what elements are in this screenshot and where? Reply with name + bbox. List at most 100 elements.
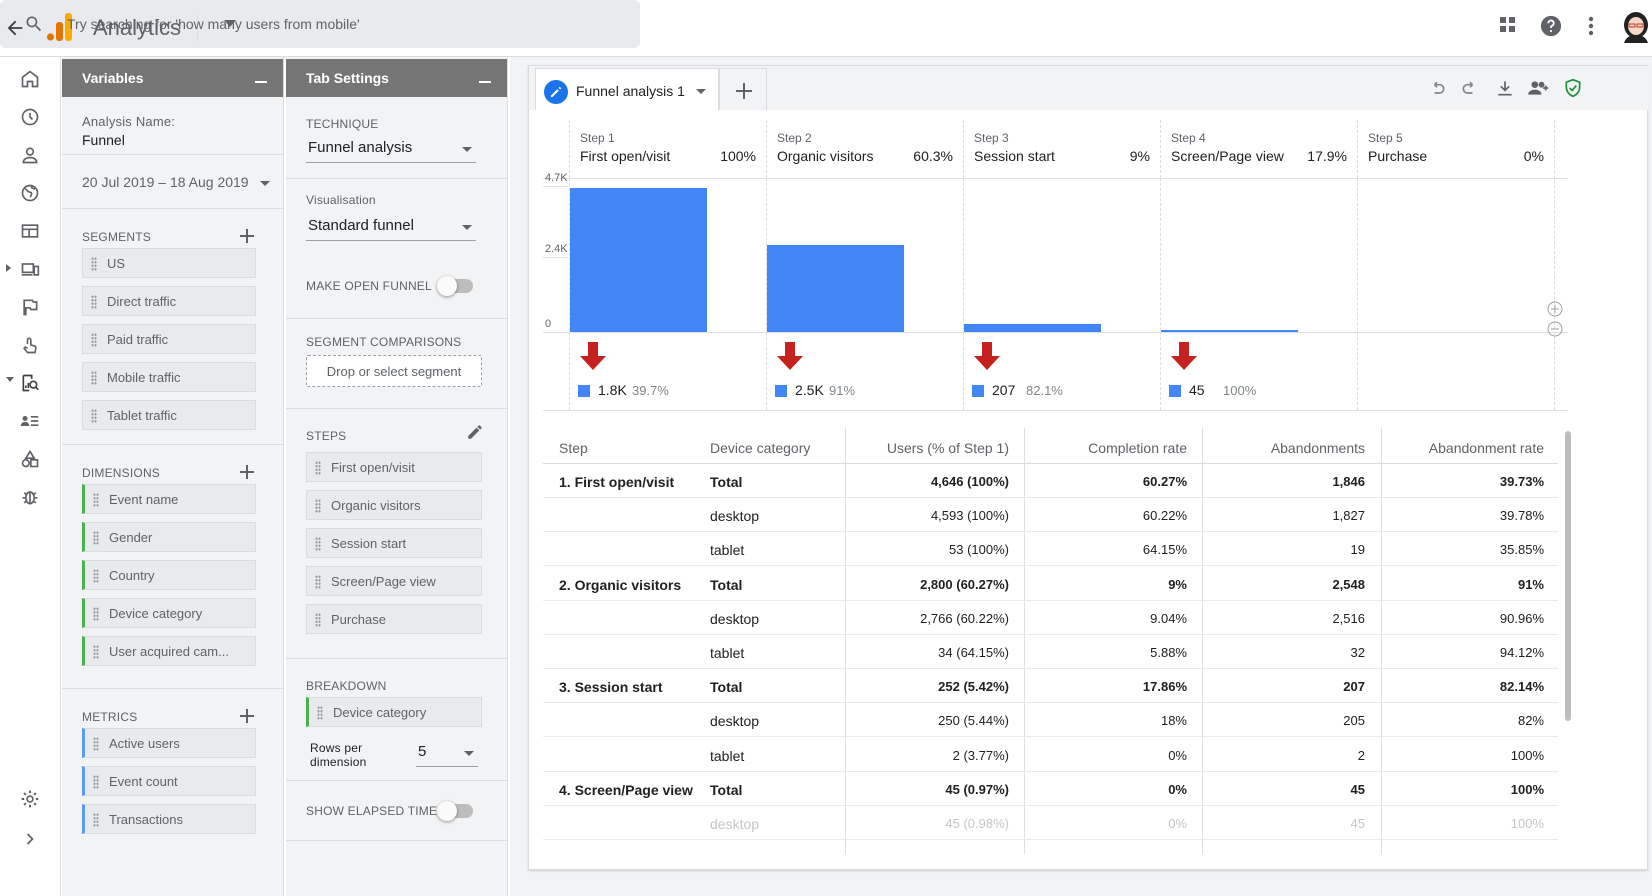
table-row[interactable]: tablet 53 (100%) 64.15% 19 35.85% [543,532,1558,567]
header-users[interactable]: Users (% of Step 1) [886,440,1009,456]
header-abandonment-rate[interactable]: Abandonment rate [1428,440,1544,456]
edit-steps-pencil-icon[interactable] [466,423,484,441]
funnel-bar[interactable] [767,245,904,332]
back-arrow-icon[interactable] [4,17,26,39]
visualisation-select[interactable]: Standard funnel [306,217,476,241]
segment-chip[interactable]: Tablet traffic [82,400,256,430]
funnel-bar[interactable] [570,187,707,332]
table-row[interactable]: tablet 34 (64.15%) 5.88% 32 94.12% [543,635,1558,669]
technique-select[interactable]: Funnel analysis [306,139,476,163]
tab-settings-panel: Tab Settings TECHNIQUE Funnel analysis V… [286,57,508,896]
table-scrollbar[interactable] [1565,431,1571,721]
table-row[interactable]: 2. Organic visitors Total 2,800 (60.27%) 9%… [543,567,1558,601]
zoom-in-icon[interactable] [1547,301,1563,317]
add-segment-icon[interactable] [240,229,254,243]
touch-icon[interactable] [20,335,40,355]
table-row[interactable]: 1. First open/visit Total 4,646 (100%) 60.2… [543,464,1558,498]
header-device-category[interactable]: Device category [710,440,811,456]
table-row[interactable]: desktop 45 (0.98%) 0% 45 100% [543,806,1558,840]
table-row[interactable]: desktop 250 (5.44%) 18% 205 82% [543,703,1558,738]
zoom-out-icon[interactable] [1547,321,1563,337]
metric-chip[interactable]: Transactions [82,804,256,834]
segment-chip[interactable]: US [82,248,256,278]
open-funnel-toggle[interactable] [437,276,473,296]
step-chip[interactable]: Session start [306,528,482,558]
property-dropdown-icon[interactable] [224,20,236,28]
edit-pencil-icon[interactable] [544,80,568,104]
web-page-icon[interactable] [20,221,40,241]
table-row[interactable]: desktop 2,766 (60.22%) 9.04% 2,516 90.96% [543,601,1558,635]
user-icon[interactable] [20,145,40,165]
dimension-chip[interactable]: Gender [82,522,256,552]
header-abandonments[interactable]: Abandonments [1270,440,1365,456]
abandonment-drop[interactable]: 45 100% [1161,342,1341,402]
analysis-name-value[interactable]: Funnel [82,132,125,148]
step-chip[interactable]: Organic visitors [306,490,482,520]
metric-chip[interactable]: Active users [82,728,256,758]
dimension-label: Gender [109,530,153,545]
drag-handle-icon [315,537,321,551]
table-row[interactable]: desktop 4,593 (100%) 60.22% 1,827 39.78% [543,498,1558,533]
tab-funnel-analysis[interactable]: Funnel analysis 1 [535,68,719,110]
segment-chip[interactable]: Direct traffic [82,286,256,316]
collapse-minus-icon[interactable] [479,81,491,83]
add-dimension-icon[interactable] [240,465,254,479]
segment-drop-zone[interactable]: Drop or select segment [306,355,482,387]
header-step[interactable]: Step [559,440,588,456]
redo-icon[interactable] [1460,78,1480,98]
download-icon[interactable] [1495,78,1515,98]
table-row[interactable]: 3. Session start Total 252 (5.42%) 17.86% 20… [543,669,1558,704]
rows-per-dimension-select[interactable]: 5 [416,743,478,767]
expand-caret-icon[interactable] [6,264,11,272]
dimension-chip[interactable]: Country [82,560,256,590]
add-metric-icon[interactable] [240,709,254,723]
more-vert-icon[interactable] [1588,16,1594,36]
segment-chip[interactable]: Mobile traffic [82,362,256,392]
expand-nav-chevron-icon[interactable] [20,829,40,849]
audience-list-icon[interactable] [20,411,40,431]
avatar[interactable] [1622,11,1650,43]
add-tab-button[interactable] [719,68,767,110]
segment-chip[interactable]: Paid traffic [82,324,256,354]
date-range-selector[interactable]: 20 Jul 2019 – 18 Aug 2019 [62,155,283,209]
table-cell: 53 (100%) [949,542,1009,558]
dimension-chip[interactable]: User acquired cam... [82,636,256,666]
table-row[interactable]: 4. Screen/Page view Total 45 (0.97%) 0% 45 10… [543,772,1558,806]
apps-grid-icon[interactable] [1499,16,1517,34]
analytics-logo-icon[interactable] [46,12,74,42]
dimension-chip[interactable]: Device category [82,598,256,628]
divider [197,15,198,41]
tab-dropdown-icon[interactable] [696,89,706,94]
step-chip[interactable]: First open/visit [306,452,482,482]
devices-icon[interactable] [20,259,40,279]
step-chip[interactable]: Purchase [306,604,482,634]
flag-icon[interactable] [20,297,40,317]
abandonment-drop[interactable]: 207 82.1% [964,342,1144,402]
globe-icon[interactable] [20,183,40,203]
elapsed-time-toggle[interactable] [437,801,473,821]
share-people-icon[interactable] [1527,78,1551,98]
explorations-icon[interactable] [6,363,62,403]
shapes-icon[interactable] [20,449,40,469]
step-chip[interactable]: Screen/Page view [306,566,482,596]
abandonment-drop[interactable]: 1.8K 39.7% [570,342,750,402]
metric-chip[interactable]: Event count [82,766,256,796]
help-icon[interactable] [1540,15,1562,37]
table-row[interactable]: tablet 2 (3.77%) 0% 2 100% [543,738,1558,772]
breakdown-chip[interactable]: Device category [306,697,482,727]
verified-shield-icon[interactable] [1563,78,1583,98]
collapse-caret-icon[interactable] [6,377,14,382]
debug-icon[interactable] [20,487,40,507]
realtime-clock-icon[interactable] [20,107,40,127]
step-number: Step 1 [580,131,615,145]
funnel-bar[interactable] [1161,330,1298,332]
search-bar[interactable]: Try searching for 'how many users from m… [0,0,640,48]
settings-gear-icon[interactable] [20,789,40,809]
undo-icon[interactable] [1427,78,1447,98]
funnel-bar[interactable] [964,324,1101,332]
collapse-minus-icon[interactable] [255,81,267,83]
dimension-chip[interactable]: Event name [82,484,256,514]
abandonment-drop[interactable]: 2.5K 91% [767,342,947,402]
header-completion-rate[interactable]: Completion rate [1088,440,1187,456]
home-icon[interactable] [20,69,40,89]
